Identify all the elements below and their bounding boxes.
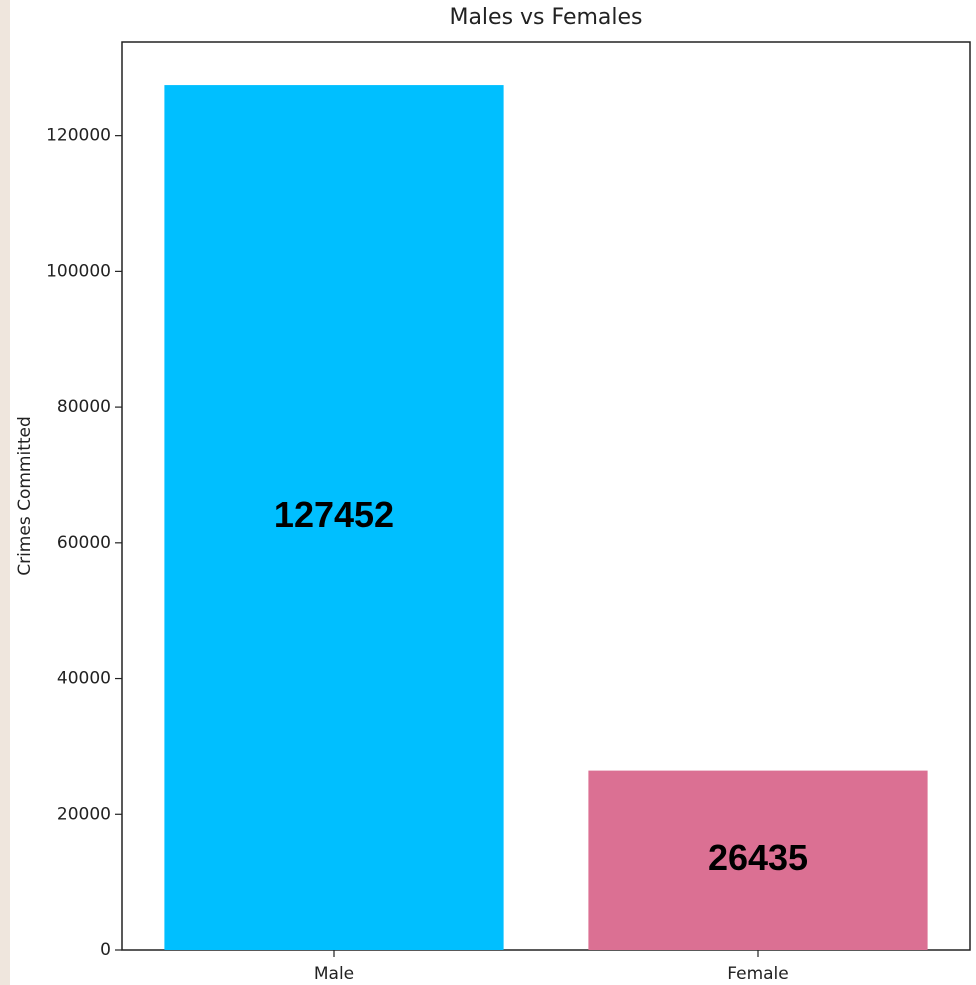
x-tick-label: Female (727, 964, 788, 984)
y-tick-label: 120000 (46, 126, 111, 146)
y-tick-label: 80000 (57, 397, 111, 417)
bar (588, 770, 928, 950)
value-label: 127452 (274, 494, 394, 535)
background-strip (0, 0, 10, 985)
y-tick-label: 60000 (57, 533, 111, 553)
y-tick-label: 40000 (57, 669, 111, 689)
x-tick-label: Male (314, 964, 354, 984)
y-axis-label: Crimes Committed (15, 416, 35, 576)
y-tick-label: 100000 (46, 261, 111, 281)
y-tick-label: 0 (100, 940, 111, 960)
bar (164, 85, 504, 950)
value-label: 26435 (708, 837, 808, 878)
y-tick-label: 20000 (57, 804, 111, 824)
chart-title: Males vs Females (449, 5, 642, 30)
